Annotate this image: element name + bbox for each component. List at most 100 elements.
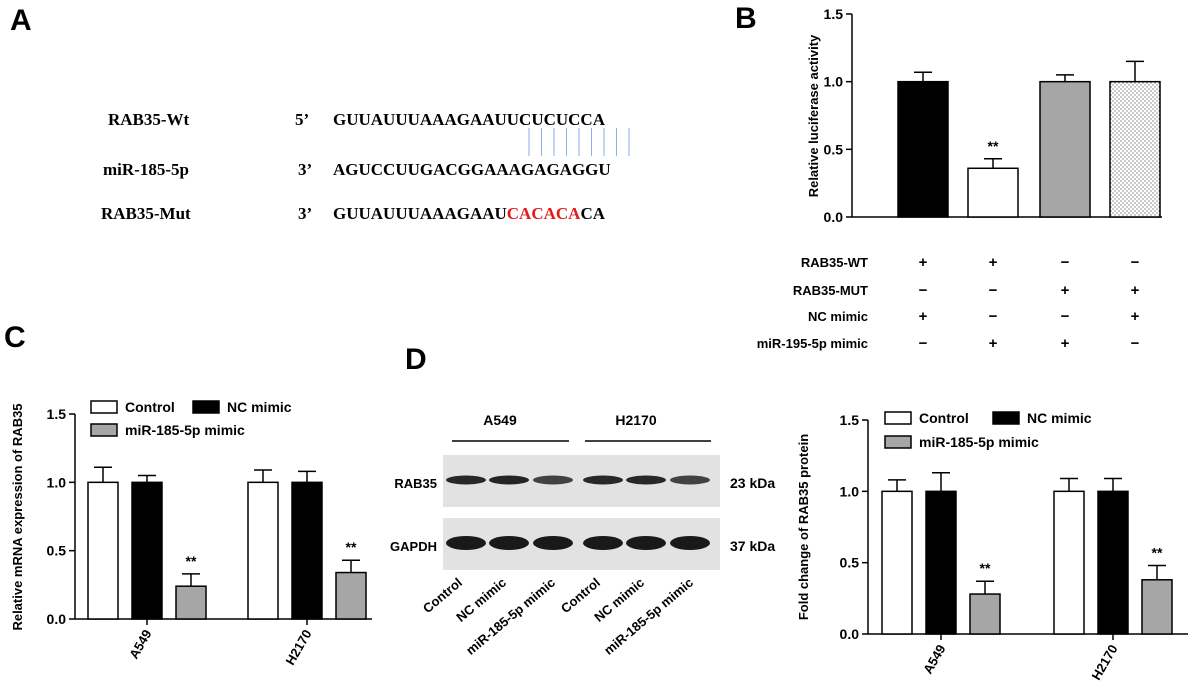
d-bar (1141, 579, 1173, 635)
blot-protein-label: RAB35 (394, 476, 437, 491)
d-legend-label: miR-185-5p mimic (919, 434, 1039, 450)
panel-label-a: A (10, 4, 32, 37)
blot-cell-line-label: H2170 (615, 412, 656, 428)
seq-mut-mutated: CACACA (506, 204, 581, 223)
d-bar (969, 593, 1001, 635)
c-legend-swatch (90, 423, 118, 437)
blot-cell-line-label: A549 (483, 412, 517, 428)
d-y-axis-label: Fold change of RAB35 protein (796, 434, 811, 620)
seq-name-wt: RAB35-Wt (108, 110, 190, 129)
c-legend-label: Control (125, 399, 175, 415)
c-legend-label: miR-185-5p mimic (125, 422, 245, 438)
c-y-tick-label: 0.5 (47, 543, 67, 559)
d-legend-swatch (992, 411, 1020, 425)
panel-label-c: C (4, 321, 26, 354)
d-significance-label: ** (1152, 545, 1163, 561)
blot-lane-label: miR-185-5p mimic (601, 575, 696, 658)
c-legend-swatch (90, 400, 118, 414)
c-y-tick-label: 1.5 (47, 406, 67, 422)
b-bar (897, 80, 949, 218)
c-legend-label: NC mimic (227, 399, 292, 415)
b-condition-sign: + (1131, 282, 1140, 299)
blot-band (626, 475, 666, 485)
blot-band (446, 475, 486, 485)
c-y-tick-label: 0.0 (47, 611, 67, 627)
blot-band (489, 475, 529, 485)
c-y-tick-label: 1.0 (47, 474, 67, 490)
panel-label-d: D (405, 343, 427, 376)
c-x-tick-label: A549 (126, 627, 155, 661)
b-condition-sign: − (989, 308, 998, 325)
seq-mut-prefix: GUUAUUUAAAGAAU (333, 204, 507, 223)
b-condition-sign: − (919, 335, 928, 352)
b-condition-sign: − (919, 282, 928, 299)
seq-mut-suffix: CA (580, 204, 606, 223)
b-condition-label: RAB35-MUT (793, 283, 868, 298)
c-y-axis-label: Relative mRNA expression of RAB35 (10, 403, 25, 630)
blot-band (670, 475, 710, 485)
b-condition-sign: + (989, 254, 998, 271)
chart-b-conditions: RAB35-WT + + − − RAB35-MUT − − + + NC mimic + − − + miR… (757, 254, 1140, 352)
seq-mir: AGUCCUUGACGGAAAGAGAGGU (333, 160, 611, 179)
b-y-tick-label: 0.0 (824, 209, 844, 225)
b-condition-label: NC mimic (808, 309, 868, 324)
d-y-tick-label: 1.0 (840, 483, 860, 499)
c-bar (291, 481, 323, 620)
d-bar (925, 490, 957, 635)
base-pair-lines (528, 128, 630, 156)
d-bar (1097, 490, 1129, 635)
b-condition-sign: − (1061, 308, 1070, 325)
b-y-tick-label: 1.5 (824, 6, 844, 22)
b-significance-label: ** (988, 138, 999, 154)
b-condition-sign: + (1061, 282, 1070, 299)
d-y-tick-label: 0.0 (840, 626, 860, 642)
panel-label-b: B (735, 2, 757, 35)
seq-mut: GUUAUUUAAAGAAUCACACACA (333, 204, 605, 224)
b-condition-sign: + (919, 254, 928, 271)
b-condition-sign: − (1131, 335, 1140, 352)
d-bar (881, 490, 913, 635)
b-condition-sign: + (1061, 335, 1070, 352)
blot-lane-label: miR-185-5p mimic (463, 575, 558, 658)
b-bar (1109, 80, 1161, 218)
b-y-tick-label: 0.5 (824, 141, 844, 157)
chart-c: 0.0 0.5 1.0 1.5 Relative mRNA expression of … (10, 399, 372, 668)
d-legend-label: Control (919, 410, 969, 426)
b-condition-label: RAB35-WT (801, 255, 868, 270)
seq-name-mut: RAB35-Mut (101, 204, 191, 223)
seq-wt: GUUAUUUAAAGAAUUCUCUCCA (333, 110, 605, 129)
b-condition-sign: + (1131, 308, 1140, 325)
b-condition-sign: + (989, 335, 998, 352)
blot-band (583, 475, 623, 485)
d-legend-label: NC mimic (1027, 410, 1092, 426)
chart-d: 0.0 0.5 1.0 1.5 Fold change of RAB35 protein… (796, 410, 1188, 683)
blot-band (670, 536, 710, 550)
b-condition-sign: + (919, 308, 928, 325)
blot-band (533, 536, 573, 550)
b-y-axis-label: Relative luciferase activity (806, 34, 821, 197)
blot-size-label: 37 kDa (730, 538, 775, 554)
b-bar (967, 167, 1019, 218)
blot-band (446, 536, 486, 550)
b-condition-sign: − (1131, 254, 1140, 271)
d-legend-swatch (884, 435, 912, 449)
b-condition-label: miR-195-5p mimic (757, 336, 868, 351)
blot-protein-label: GAPDH (390, 539, 437, 554)
c-bar (335, 571, 367, 620)
b-y-tick-label: 1.0 (824, 74, 844, 90)
blot-band (626, 536, 666, 550)
seq-strand-mut: 3’ (298, 204, 313, 223)
c-significance-label: ** (186, 553, 197, 569)
c-bar (175, 585, 207, 620)
d-x-tick-label: A549 (920, 642, 949, 676)
d-y-tick-label: 1.5 (840, 412, 860, 428)
d-significance-label: ** (980, 560, 991, 576)
blot-band (583, 536, 623, 550)
seq-name-mir: miR-185-5p (103, 160, 189, 179)
c-significance-label: ** (346, 539, 357, 555)
b-condition-sign: − (989, 282, 998, 299)
blot-band (489, 536, 529, 550)
